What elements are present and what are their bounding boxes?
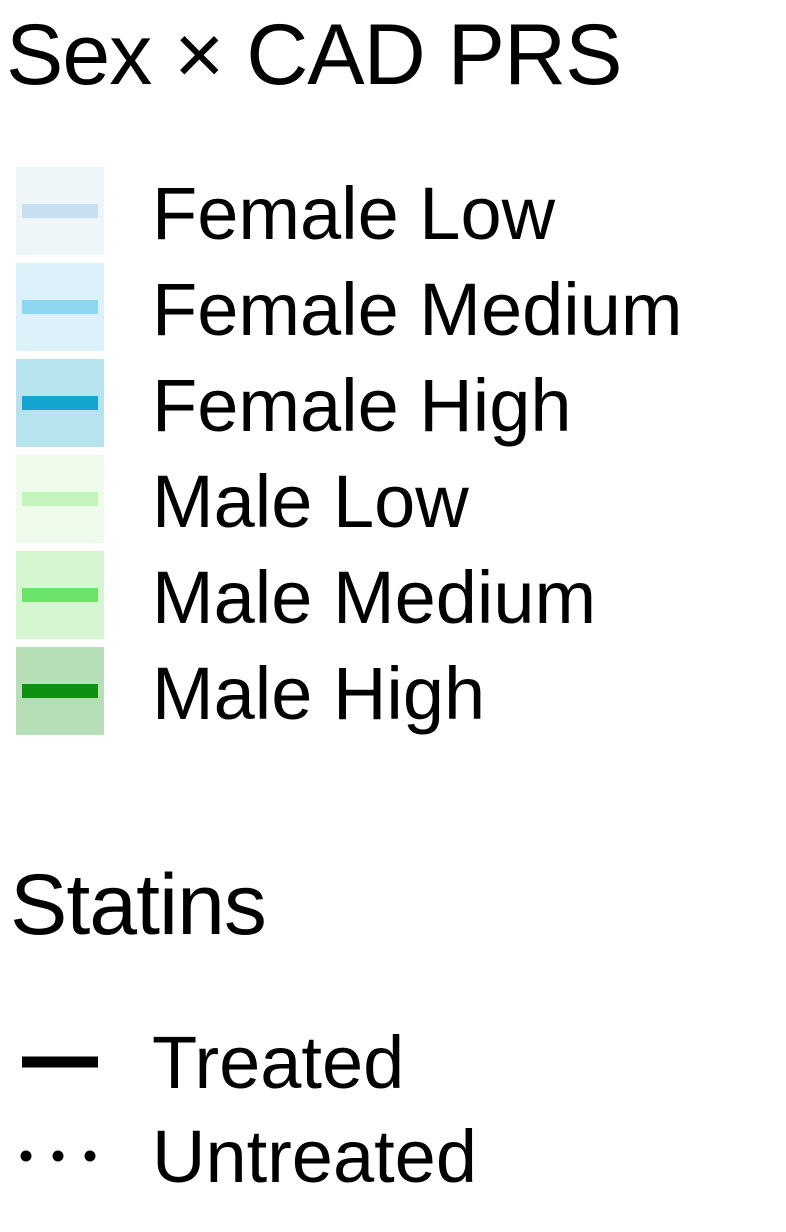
legend-key-treated [16,1032,104,1092]
legend-key-female-low [16,167,104,255]
legend-key-female-medium [16,263,104,351]
solid-line-swatch [22,1056,98,1068]
legend-title-sex-prs: Sex × CAD PRS [6,7,622,103]
legend-key-male-high [16,647,104,735]
legend-label: Male Low [152,460,469,543]
legend-key-female-high [16,359,104,447]
legend-label: Male Medium [152,556,597,639]
legend-label: Female Low [152,172,556,255]
legend-key-line [22,204,98,218]
legend-label-untreated: Untreated [152,1115,477,1198]
legend-key-line [22,492,98,506]
legend-label: Male High [152,652,486,735]
legend-label: Female High [152,364,572,447]
legend-title-statins: Statins [10,857,267,953]
legend-key-male-medium [16,551,104,639]
legend-key-line [22,396,98,410]
legend-key-line [22,300,98,314]
dotted-line-swatch [20,1150,102,1162]
legend-key-line [22,588,98,602]
legend-key-line [22,684,98,698]
legend-label: Female Medium [152,268,683,351]
legend-label-treated: Treated [152,1021,405,1104]
legend-key-untreated [16,1126,104,1186]
legend-key-male-low [16,455,104,543]
